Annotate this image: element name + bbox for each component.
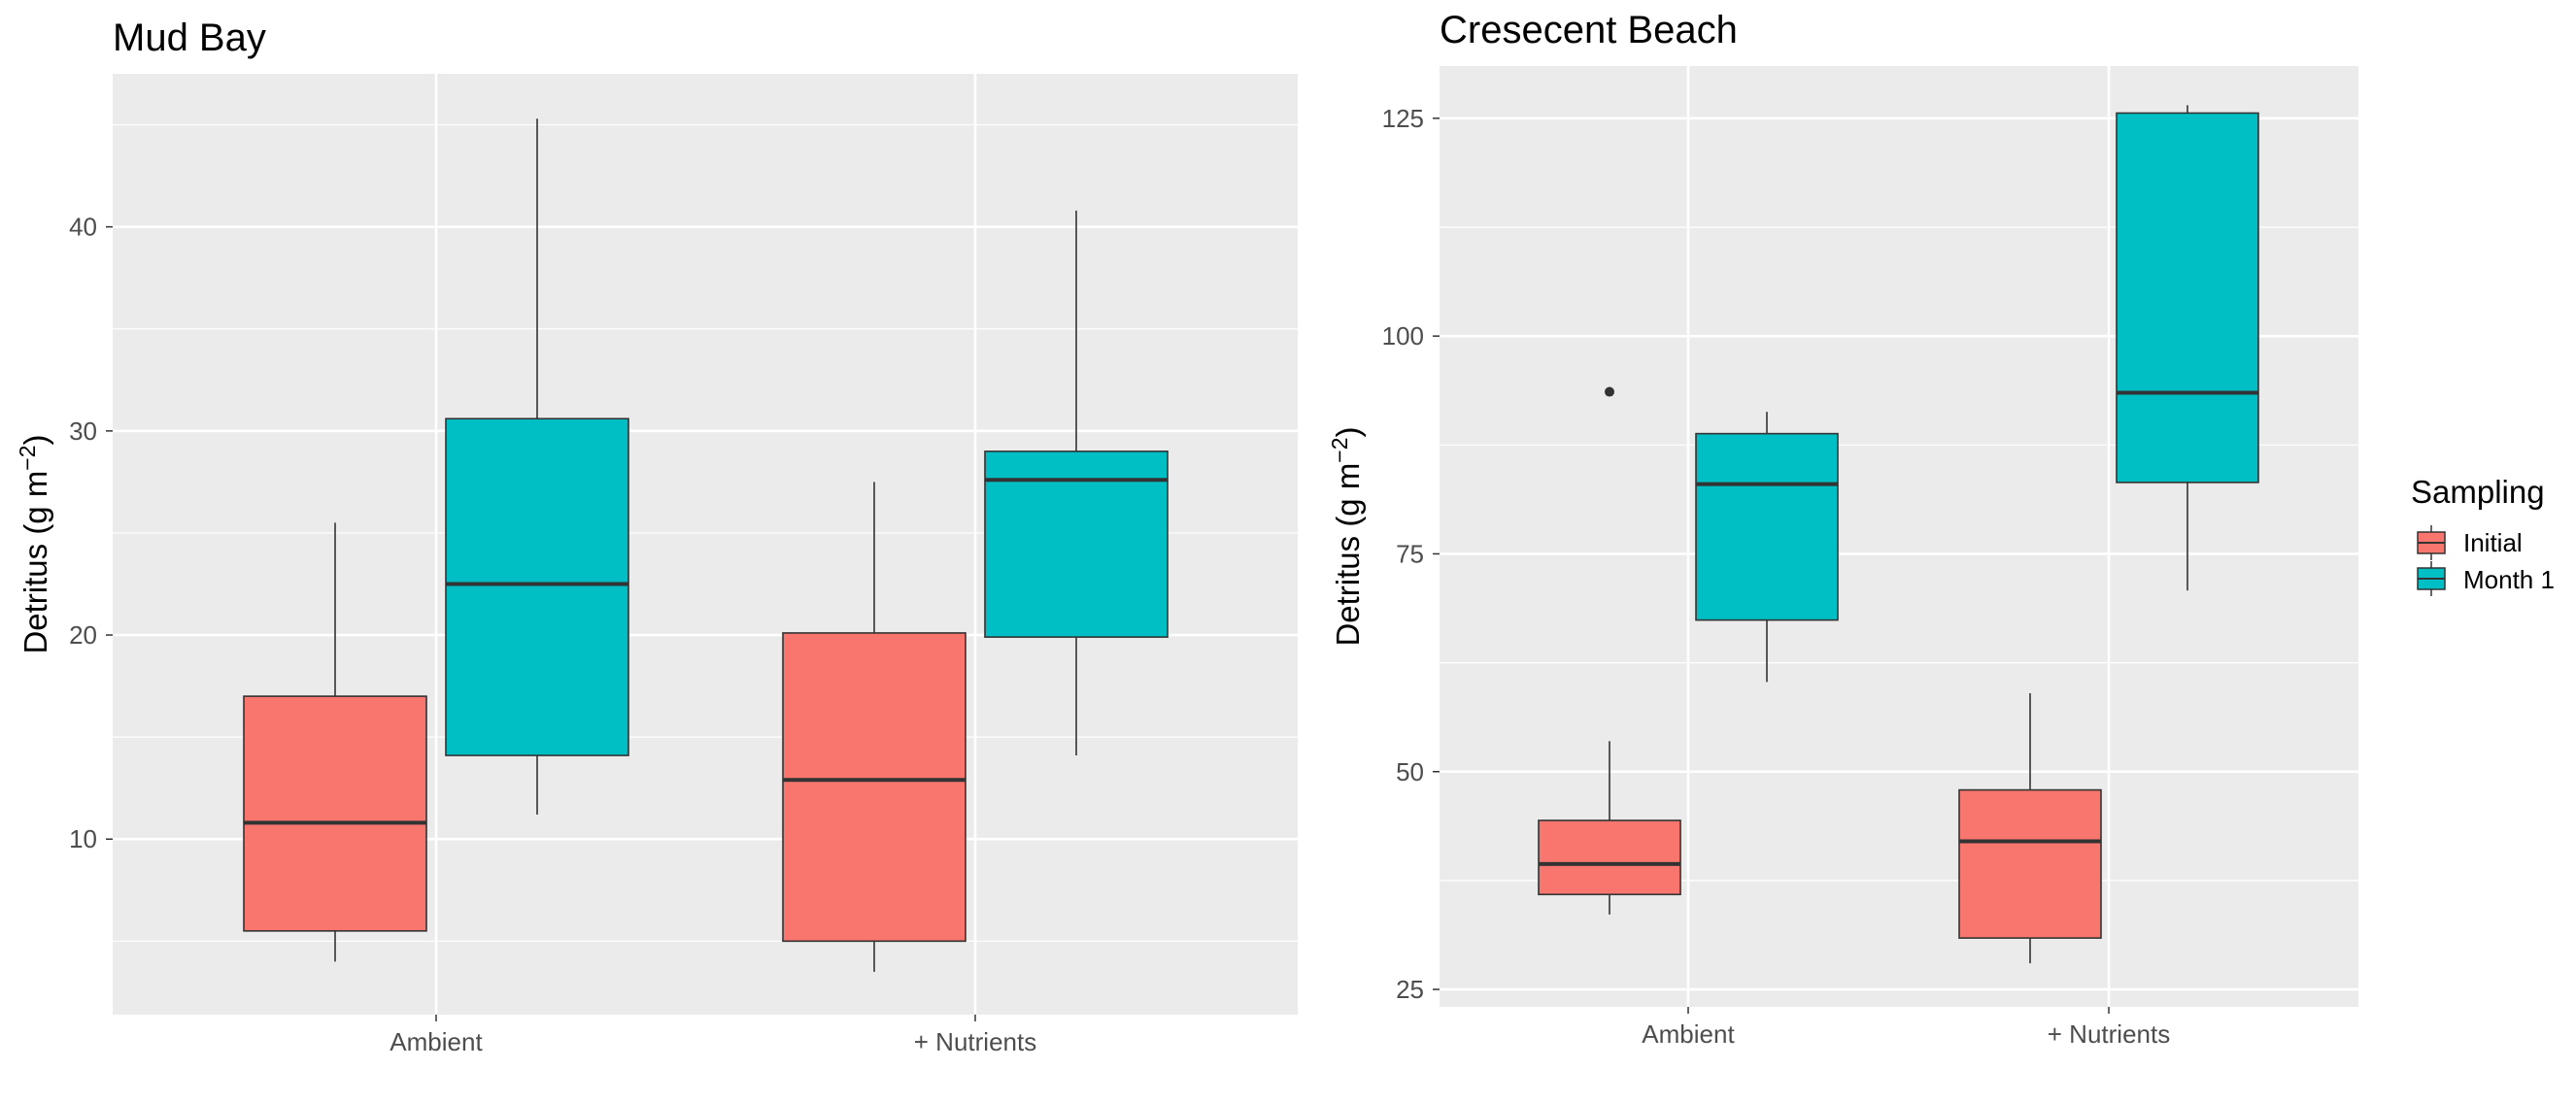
box-initial-nutrients [782,482,966,972]
legend-label-initial: Initial [2463,528,2523,557]
box-iqr [984,451,1169,638]
box-iqr [445,417,629,756]
legend: Sampling Initial Month 1 [2411,474,2555,596]
y-tick-label: 100 [1382,321,1424,351]
box-iqr [1538,819,1681,896]
x-tick-label: + Nutrients [2048,1019,2170,1049]
y-tick-label: 25 [1396,975,1424,1004]
box-month-1-ambient [1695,412,1839,683]
y-tick-label: 20 [69,620,97,650]
box-initial-ambient [1538,386,1681,915]
y-axis-title: Detritus (g m−2) [1327,426,1366,646]
legend-title: Sampling [2411,474,2545,510]
box-iqr [1695,432,1839,621]
box-initial-nutrients [1958,693,2102,964]
box-iqr [243,695,427,932]
box-iqr [782,632,966,943]
panel-mud-bay: 10 20 30 40 Ambient + Nutrients Mud Bay Detritu… [15,17,1298,1056]
box-iqr [1958,788,2102,939]
x-tick-label: + Nutrients [914,1027,1036,1056]
y-tick-label: 125 [1382,104,1424,133]
y-tick-label: 75 [1396,539,1424,568]
panel-title: Cresecent Beach [1440,9,1738,51]
panel-title: Mud Bay [113,17,266,59]
legend-label-month-1: Month 1 [2463,565,2555,594]
x-tick-label: Ambient [1642,1019,1735,1049]
box-month-1-nutrients [984,210,1169,756]
box-month-1-ambient [445,118,629,816]
panel-cresecent-beach: 25 50 75 100 125 Ambient + Nutrients Cresecent … [1327,9,2358,1049]
y-tick-label: 10 [69,824,97,853]
x-tick-label: Ambient [390,1027,483,1056]
box-iqr [2116,112,2259,484]
box-initial-ambient [243,522,427,962]
y-axis-title: Detritus (g m−2) [15,434,53,653]
outlier-point [1605,386,1614,397]
y-tick-label: 30 [69,417,97,446]
y-tick-label: 40 [69,213,97,242]
legend-item-month-1: Month 1 [2417,561,2555,596]
box-month-1-nutrients [2116,105,2259,591]
legend-item-initial: Initial [2417,525,2523,560]
y-tick-label: 50 [1396,757,1424,786]
